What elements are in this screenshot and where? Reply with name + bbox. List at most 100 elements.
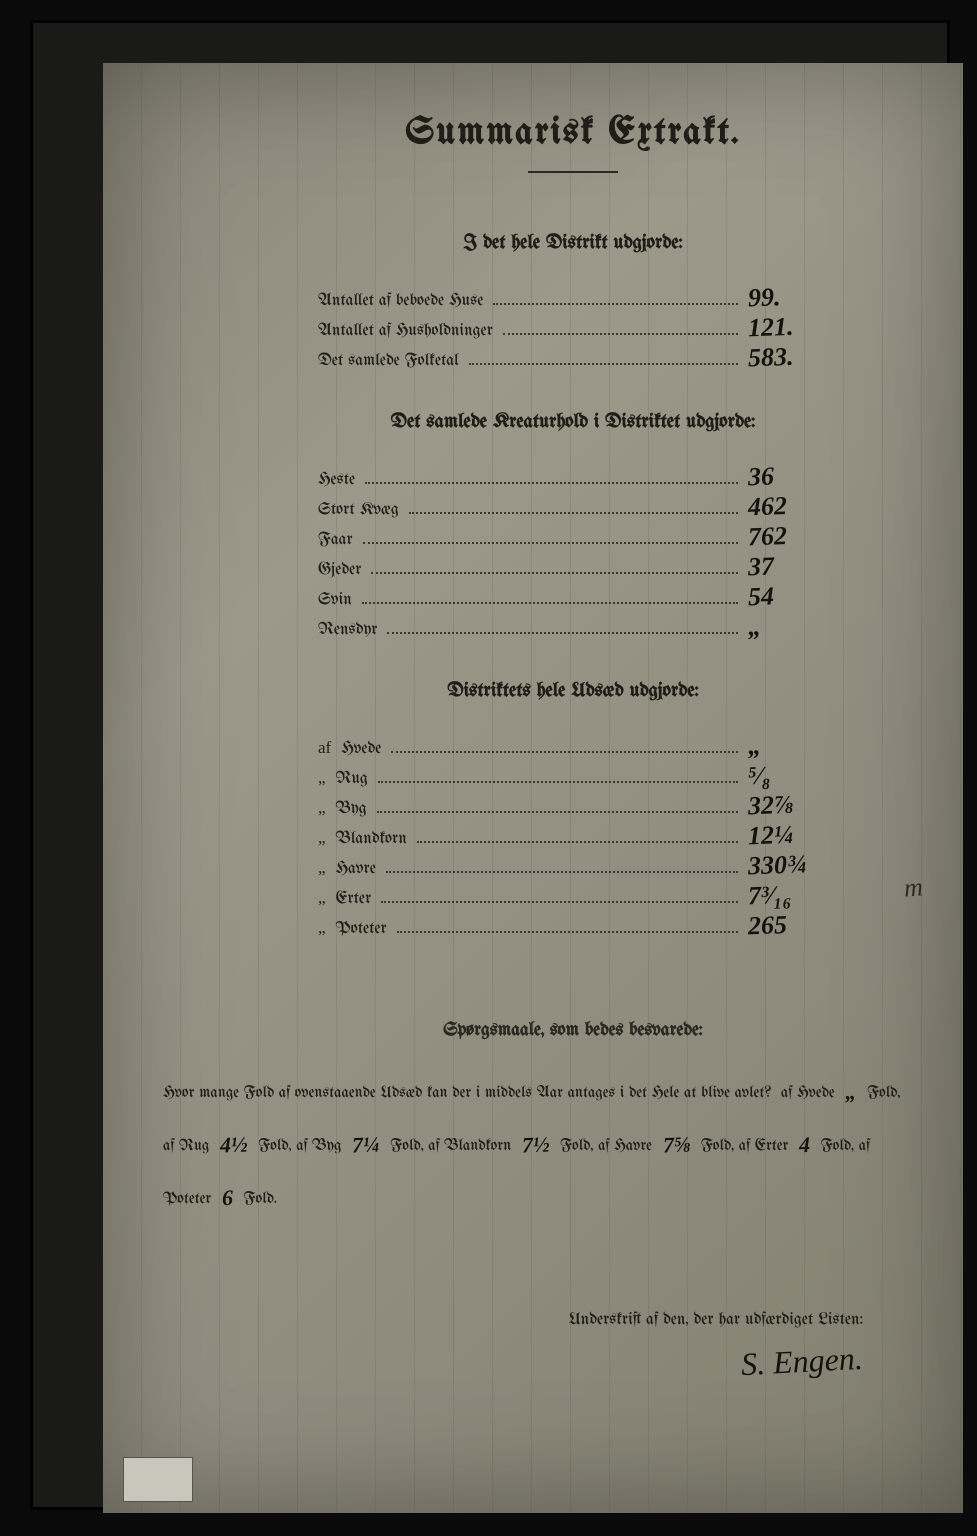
row-prefix: „ [318, 888, 326, 908]
leader-dots [493, 303, 738, 305]
q-item-suffix: Fold, [701, 1138, 734, 1155]
table-row: „ Rug ⁵⁄₈ [318, 760, 828, 790]
row-label: Rug [336, 771, 368, 788]
row-value: 12¼ [748, 819, 829, 852]
questions-lead: Hvor mange Fold af ovenstaaende Udsæd ka… [163, 1085, 772, 1102]
table-row: Stort Kvæg 462 [318, 491, 828, 521]
q-item-label: af Blandkorn [428, 1138, 511, 1155]
leader-dots [381, 901, 738, 903]
leader-dots [387, 632, 738, 634]
q-item-value: 7⅝ [656, 1118, 697, 1172]
q-item-suffix: Fold, [560, 1138, 593, 1155]
signature-block: Underskrift af den, der har udfærdiget L… [243, 1312, 903, 1380]
row-label: Gjeder [318, 562, 361, 579]
leader-dots [386, 871, 738, 873]
leader-dots [503, 333, 738, 335]
signature-name: S. Engen. [740, 1340, 864, 1383]
row-label: Hvede [341, 741, 381, 758]
row-value: 99. [748, 281, 829, 314]
row-label: Byg [336, 801, 367, 818]
section2-heading: Det samlede Kreaturhold i Distriktet udg… [243, 412, 903, 433]
row-value: ⁵⁄₈ [748, 759, 829, 792]
q-item-suffix: Fold, [867, 1085, 900, 1102]
leader-dots [365, 482, 738, 484]
row-label: Heste [318, 472, 355, 489]
section1-heading: I det hele Distrikt udgjorde: [243, 233, 903, 254]
row-label: Faar [318, 532, 353, 549]
leader-dots [378, 781, 738, 783]
leader-dots [417, 841, 738, 843]
leader-dots [371, 572, 738, 574]
row-prefix: „ [318, 918, 326, 938]
leader-dots [377, 811, 738, 813]
title-rule [528, 171, 618, 173]
row-value: 54 [748, 580, 829, 613]
table-row: Gjeder 37 [318, 551, 828, 581]
table-row: Faar 762 [318, 521, 828, 551]
section2-rows: Heste 36 Stort Kvæg 462 Faar 762 Gjeder … [318, 461, 828, 641]
row-prefix: af [318, 738, 331, 758]
q-item-suffix: Fold, [258, 1138, 291, 1155]
row-value: 462 [748, 490, 829, 523]
section3-heading: Distriktets hele Udsæd udgjorde: [243, 681, 903, 702]
row-value: 265 [748, 909, 829, 942]
table-row: Heste 36 [318, 461, 828, 491]
q-item-value: „ [838, 1066, 863, 1120]
table-row: Rensdyr „ [318, 611, 828, 641]
q-item-label: af Byg [296, 1138, 341, 1155]
q-item-label: af Hvede [781, 1085, 835, 1102]
row-value: 37 [748, 550, 829, 583]
row-label: Poteter [336, 921, 387, 938]
row-value: 36 [748, 460, 829, 493]
row-value: 121. [748, 311, 829, 344]
q-item-suffix: Fold, [821, 1138, 854, 1155]
table-row: „ Havre 330¾ [318, 850, 828, 880]
leader-dots [409, 512, 738, 514]
row-value: 583. [748, 341, 829, 374]
table-row: „ Byg 32⅞ [318, 790, 828, 820]
page-title: Summarisk Extrakt. [243, 113, 903, 153]
table-row: Antallet af beboede Huse 99. [318, 282, 828, 312]
document-page: Summarisk Extrakt. I det hele Distrikt u… [103, 63, 963, 1513]
leader-dots [469, 363, 738, 365]
q-item-suffix: Fold. [244, 1191, 278, 1208]
row-label: Antallet af Husholdninger [318, 323, 493, 340]
q-item-label: af Rug [163, 1138, 209, 1155]
scan-frame: Summarisk Extrakt. I det hele Distrikt u… [30, 20, 950, 1510]
row-value: 762 [748, 520, 829, 553]
row-prefix: „ [318, 858, 326, 878]
signature-label: Underskrift af den, der har udfærdiget L… [243, 1312, 863, 1329]
row-label: Stort Kvæg [318, 502, 399, 519]
q-item-suffix: Fold, [390, 1138, 423, 1155]
questions-section: Spørgsmaale, som bedes besvarede: Hvor m… [243, 1020, 903, 1222]
questions-heading: Spørgsmaale, som bedes besvarede: [243, 1020, 903, 1040]
questions-body: Hvor mange Fold af ovenstaaende Udsæd ka… [163, 1064, 903, 1222]
row-label: Det samlede Folketal [318, 353, 459, 370]
row-label: Antallet af beboede Huse [318, 293, 483, 310]
q-item-value: 4 [792, 1118, 817, 1172]
table-row: „ Blandkorn 12¼ [318, 820, 828, 850]
leader-dots [363, 542, 738, 544]
row-value: 330¾ [748, 849, 829, 882]
row-label: Blandkorn [336, 831, 407, 848]
table-row: Det samlede Folketal 583. [318, 342, 828, 372]
row-value: 7³⁄₁₆ [748, 879, 829, 912]
row-label: Svin [318, 592, 352, 609]
q-item-value: 4½ [213, 1118, 254, 1172]
q-item-label: af Erter [739, 1138, 789, 1155]
row-label: Erter [336, 891, 372, 908]
q-item-value: 7¼ [345, 1118, 386, 1172]
margin-note: m [903, 872, 924, 903]
q-item-value: 7½ [515, 1118, 556, 1172]
row-prefix: „ [318, 768, 326, 788]
section3-rows: af Hvede „ „ Rug ⁵⁄₈ „ Byg 32⅞ „ Blandko… [318, 730, 828, 940]
leader-dots [397, 931, 738, 933]
q-item-label: af Havre [598, 1138, 652, 1155]
row-value: „ [748, 610, 829, 643]
table-row: Antallet af Husholdninger 121. [318, 312, 828, 342]
table-row: Svin 54 [318, 581, 828, 611]
leader-dots [362, 602, 738, 604]
archive-tab [123, 1457, 193, 1502]
leader-dots [391, 751, 738, 753]
row-value: „ [748, 729, 829, 762]
